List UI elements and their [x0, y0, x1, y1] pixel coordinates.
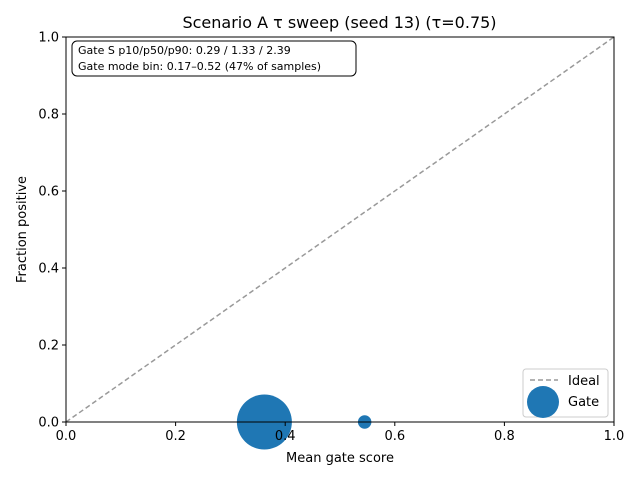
- y-tick-label: 1.0: [38, 31, 59, 46]
- x-axis-label: Mean gate score: [286, 451, 394, 466]
- annotation-frame: [71, 40, 357, 77]
- chart-title: Scenario A τ sweep (seed 13) (τ=0.75): [182, 13, 496, 32]
- y-axis: 0.0 0.2 0.4 0.6 0.8 1.0: [38, 31, 66, 431]
- annotation-box: Gate S p10/p50/p90: 0.29 / 1.33 / 2.39 G…: [71, 40, 357, 77]
- y-tick-label: 0.6: [38, 185, 59, 200]
- x-tick-label: 0.6: [384, 429, 405, 444]
- ideal-line: [65, 36, 615, 423]
- x-tick-label: 0.2: [165, 429, 186, 444]
- x-tick-label: 1.0: [604, 429, 625, 444]
- x-tick-label: 0.0: [56, 429, 77, 444]
- plot-frame: [65, 36, 615, 423]
- x-axis: 0.0 0.2 0.4 0.6 0.8 1.0: [56, 422, 625, 444]
- y-tick-label: 0.4: [38, 262, 59, 277]
- y-axis-label: Fraction positive: [15, 176, 30, 283]
- legend-ideal-label: Ideal: [568, 374, 600, 389]
- y-tick-label: 0.8: [38, 108, 59, 123]
- y-tick-label: 0.2: [38, 339, 59, 354]
- legend: Ideal Gate: [522, 368, 609, 418]
- x-tick-label: 0.4: [275, 429, 296, 444]
- x-tick-label: 0.8: [494, 429, 515, 444]
- annotation-line-1: Gate S p10/p50/p90: 0.29 / 1.33 / 2.39: [78, 44, 291, 57]
- y-tick-label: 0.0: [38, 416, 59, 431]
- annotation-line-2: Gate mode bin: 0.17–0.52 (47% of samples…: [78, 60, 321, 73]
- legend-gate-swatch: [527, 386, 559, 418]
- legend-gate-label: Gate: [568, 395, 599, 410]
